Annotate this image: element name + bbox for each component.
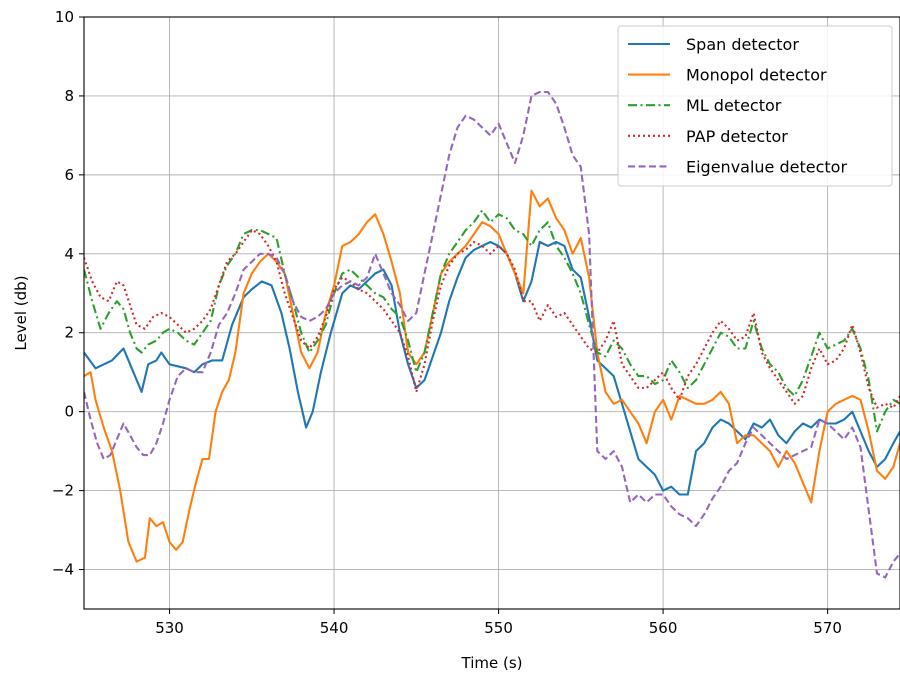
legend-box: [617, 25, 893, 187]
x-tick-label: 530: [155, 619, 184, 637]
y-axis-label: Level (db): [12, 275, 30, 350]
y-tick-label: 10: [55, 8, 74, 26]
x-axis-ticks: 530 540 550 560 570: [155, 609, 842, 637]
y-tick-label: 6: [64, 166, 74, 184]
y-tick-label: 2: [64, 324, 74, 342]
legend-label: ML detector: [686, 96, 782, 115]
series-line-pap-detector: [84, 229, 900, 409]
legend-label: Monopol detector: [686, 66, 827, 85]
plot-frame: [83, 16, 900, 610]
legend-label: Eigenvalue detector: [686, 157, 847, 176]
legend-label: PAP detector: [686, 127, 788, 146]
legend: Span detector Monopol detector ML detector…: [617, 25, 893, 187]
y-tick-label: 8: [64, 87, 74, 105]
y-axis-ticks: −4 −2 0 2 4 6 8 10: [52, 8, 84, 579]
series-line-ml-detector: [84, 209, 900, 433]
series-line-eigenvalue-detector: [84, 90, 900, 579]
series-line-monopol-detector: [84, 189, 900, 563]
y-tick-label: 0: [64, 403, 74, 421]
series-layer: [84, 90, 900, 579]
x-tick-label: 570: [813, 619, 842, 637]
y-tick-label: 4: [64, 245, 74, 263]
y-tick-label: −2: [52, 482, 74, 500]
x-tick-label: 560: [649, 619, 678, 637]
x-tick-label: 550: [484, 619, 513, 637]
x-tick-label: 540: [320, 619, 349, 637]
legend-label: Span detector: [686, 35, 799, 54]
x-axis-label: Time (s): [461, 654, 523, 672]
y-tick-label: −4: [52, 561, 74, 579]
